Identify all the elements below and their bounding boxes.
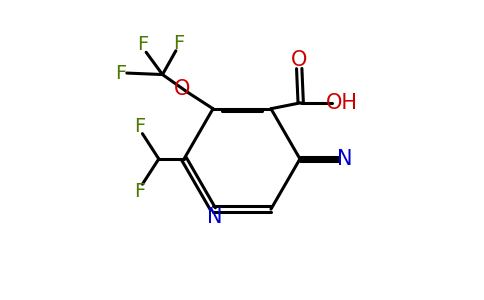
Text: OH: OH bbox=[326, 93, 358, 113]
Text: F: F bbox=[173, 34, 184, 53]
Text: N: N bbox=[207, 206, 222, 226]
Text: F: F bbox=[115, 64, 126, 83]
Text: F: F bbox=[137, 35, 149, 54]
Text: O: O bbox=[174, 79, 191, 99]
Text: N: N bbox=[337, 149, 353, 169]
Text: F: F bbox=[134, 117, 145, 136]
Text: O: O bbox=[291, 50, 307, 70]
Text: F: F bbox=[134, 182, 145, 201]
